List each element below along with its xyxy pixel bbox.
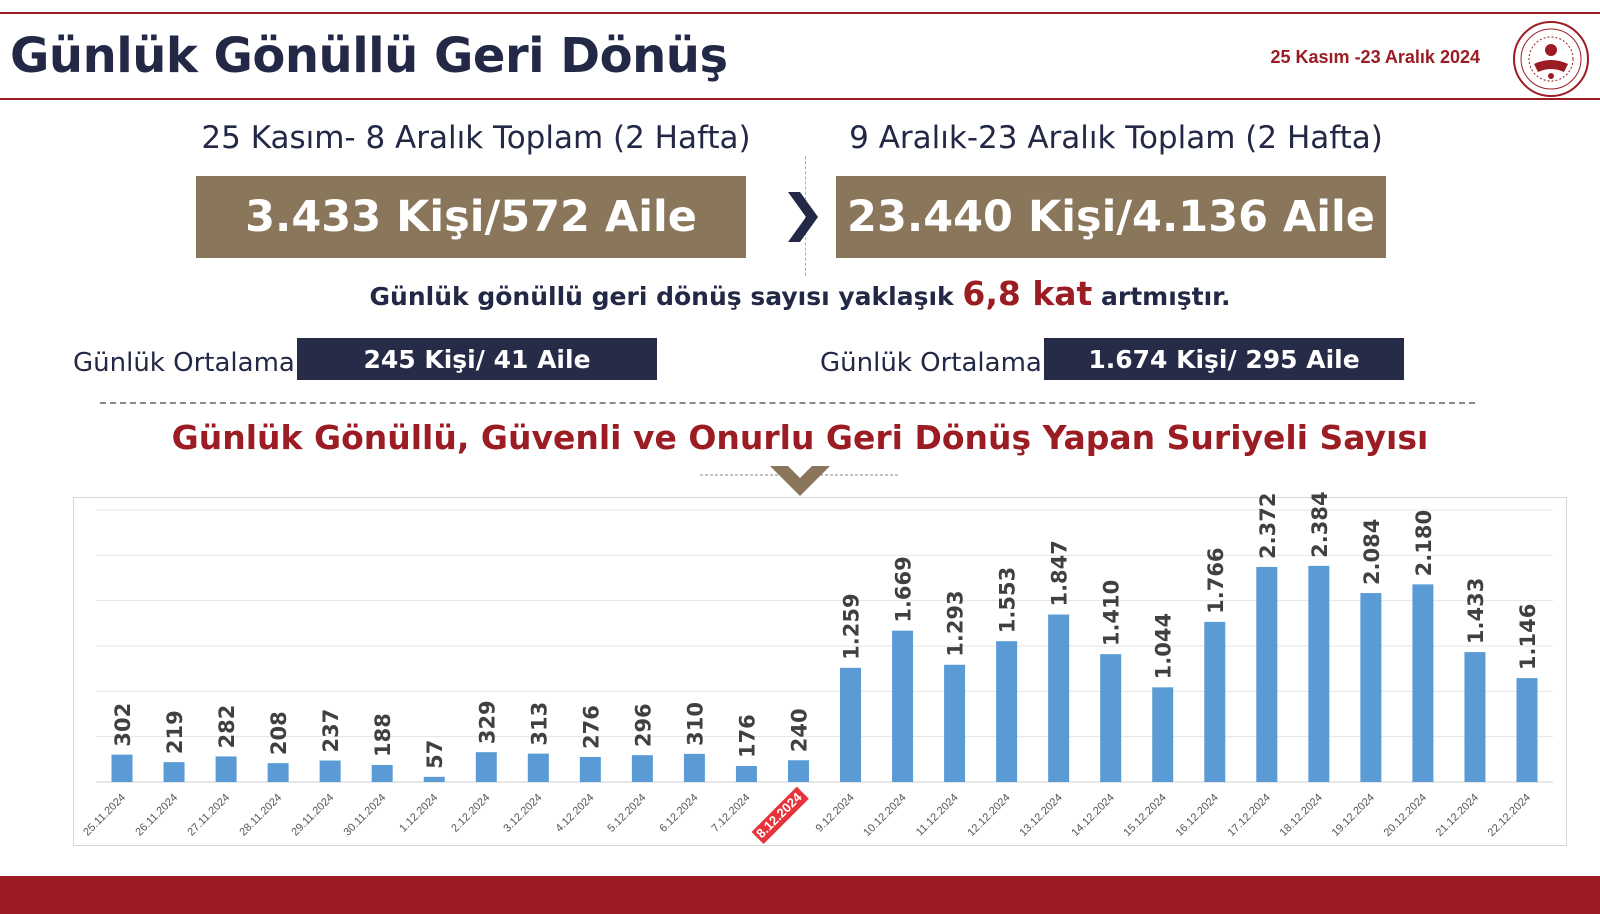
chevron-right-icon (788, 192, 818, 242)
left-period-label: 25 Kasım- 8 Aralık Toplam (2 Hafta) (201, 120, 751, 156)
top-accent-line (0, 12, 1600, 14)
right-total-box: 23.440 Kişi/4.136 Aile (836, 176, 1386, 258)
chevron-down-icon (700, 466, 900, 496)
right-period-label: 9 Aralık-23 Aralık Toplam (2 Hafta) (849, 120, 1383, 156)
page-title: Günlük Gönüllü Geri Dönüş (10, 28, 728, 84)
left-total-box: 3.433 Kişi/572 Aile (196, 176, 746, 258)
date-range: 25 Kasım -23 Aralık 2024 (1270, 47, 1480, 67)
chart-title: Günlük Gönüllü, Güvenli ve Onurlu Geri D… (171, 418, 1429, 457)
increase-text-pre: Günlük gönüllü geri dönüş sayısı yaklaşı… (369, 282, 963, 311)
ministry-seal-icon (1513, 21, 1589, 97)
increase-value: 6,8 kat (962, 274, 1093, 313)
left-average-label: Günlük Ortalama (73, 348, 295, 378)
right-average-box: 1.674 Kişi/ 295 Aile (1044, 338, 1404, 380)
chart-frame (73, 497, 1567, 846)
left-average-box: 245 Kişi/ 41 Aile (297, 338, 657, 380)
increase-text-post: artmıştır. (1092, 282, 1231, 311)
increase-statement: Günlük gönüllü geri dönüş sayısı yaklaşı… (0, 274, 1600, 313)
section-divider (100, 402, 1475, 404)
footer-bar (0, 876, 1600, 914)
header-divider (0, 98, 1600, 100)
right-average-label: Günlük Ortalama (820, 348, 1042, 378)
